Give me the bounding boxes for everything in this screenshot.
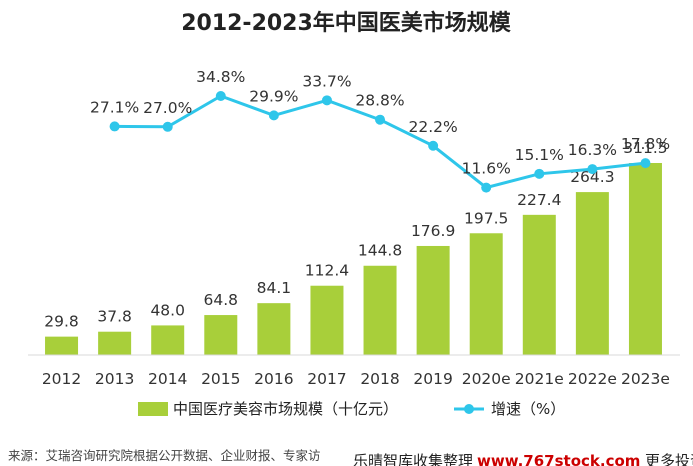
legend-line-label: 增速（%） [491,400,565,418]
rate-point-2021e [534,168,545,179]
x-tick-label-2019: 2019 [413,370,452,388]
bar-value-label-2013: 37.8 [97,308,132,326]
rate-point-2015 [215,91,226,101]
x-tick-label-2014: 2014 [148,370,187,388]
bar-2020e [469,233,503,355]
x-tick-label-2012: 2012 [42,370,81,388]
watermark-prefix: 乐晴智库收集整理 [353,452,473,466]
x-tick-label-2016: 2016 [254,370,293,388]
rate-label-2016: 29.9% [249,87,298,105]
bar-value-label-2018: 144.8 [358,242,402,260]
bar-value-label-2012: 29.8 [44,313,79,331]
bar-value-label-2023e: 311.5 [623,139,667,157]
rate-label-2023e: 17.8% [621,135,670,153]
bar-2021e [522,214,556,355]
rate-point-2017 [321,95,332,106]
x-tick-label-2015: 2015 [201,370,240,388]
bar-value-labels: 29.8 37.8 48.0 64.8 84.1 112.4 144.8 176.9 197.5… [44,139,667,331]
bar-series [45,163,662,355]
bar-value-label-2017: 112.4 [305,262,349,280]
legend-bar-label: 中国医疗美容市场规模（十亿元） [173,400,398,418]
x-tick-label-2013: 2013 [95,370,134,388]
bar-2016 [257,303,291,355]
x-tick-label-2017: 2017 [307,370,346,388]
rate-point-2020e [481,182,492,193]
watermark-brand: www.767stock.com [477,452,640,466]
source-note: 来源：艾瑞咨询研究院根据公开数据、企业财报、专家访 [8,448,321,463]
bar-2012 [45,336,79,355]
bar-value-label-2019: 176.9 [411,222,455,240]
bar-2019 [416,245,450,355]
bar-value-label-2016: 84.1 [257,279,292,297]
rate-label-2013: 27.1% [90,98,139,116]
bar-2018 [363,265,397,355]
x-tick-label-2023e: 2023e [621,370,670,388]
rate-point-2023e [640,158,651,169]
bar-value-label-2022e: 264.3 [570,168,614,186]
bar-value-label-2021e: 227.4 [517,191,561,209]
bar-2017 [310,285,344,355]
growth-rate-points [109,91,651,193]
bar-value-label-2020e: 197.5 [464,209,508,227]
x-tick-label-2021e: 2021e [515,370,564,388]
growth-rate-line [114,94,646,190]
rate-point-2018 [375,114,386,125]
legend: 中国医疗美容市场规模（十亿元） 增速（%） [138,400,565,418]
bar-value-label-2015: 64.8 [204,291,239,309]
growth-rate-labels: 27.1% 27.0%34.8%29.9%33.7%28.8% 22.2% 11.6%… [90,68,670,178]
rate-label-2021e: 15.1% [515,146,564,164]
x-axis-tick-labels: 2012 2013 2014 2015 2016 2017 2018 2019 2020e 202… [42,370,670,388]
rate-point-2014 [162,121,173,132]
bar-2014 [151,325,185,355]
bar-value-label-2014: 48.0 [150,301,185,319]
legend-bar-swatch [138,402,168,416]
bar-2022e [575,192,609,355]
rate-label-2015: 34.8% [196,68,245,86]
x-tick-label-2022e: 2022e [568,370,617,388]
rate-point-2019 [428,140,439,151]
x-tick-label-2018: 2018 [360,370,399,388]
bar-2015 [204,315,238,355]
rate-point-2016 [268,110,279,121]
rate-point-2013 [109,121,120,132]
rate-label-2017: 33.7% [302,72,351,90]
rate-label-2019: 22.2% [409,118,458,136]
bar-2013 [98,331,132,355]
rate-point-2022e [587,164,598,175]
x-tick-label-2020e: 2020e [462,370,511,388]
rate-label-2014: 27.0% [143,99,192,117]
chart-title: 2012-2023年中国医美市场规模 [181,10,512,36]
rate-label-2018: 28.8% [355,92,404,110]
legend-line-marker [464,404,474,414]
rate-label-2022e: 16.3% [568,141,617,159]
watermark-suffix: 更多投资 [645,452,693,466]
bar-2023e [628,163,662,355]
rate-label-2020e: 11.6% [462,160,511,178]
